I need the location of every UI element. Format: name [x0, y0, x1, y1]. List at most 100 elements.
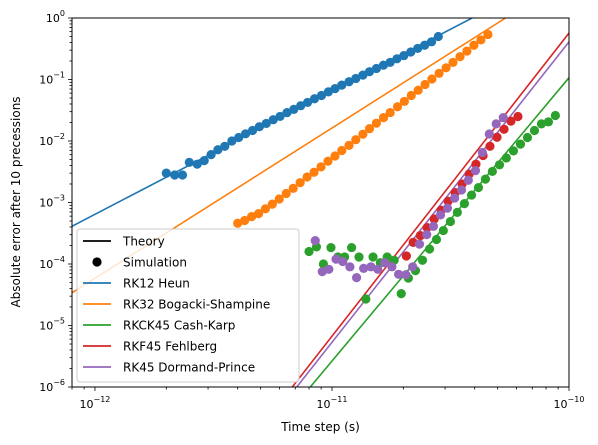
simulation-point	[316, 162, 326, 172]
x-tick-label: 10−11	[317, 395, 348, 411]
y-tick-label: 10−6	[39, 378, 65, 394]
simulation-point	[330, 151, 340, 161]
simulation-point	[261, 118, 271, 129]
simulation-point	[445, 216, 456, 227]
simulation-point	[420, 79, 430, 90]
simulation-point	[254, 122, 264, 132]
simulation-point	[345, 262, 355, 272]
simulation-point	[247, 211, 257, 222]
simulation-point	[364, 67, 375, 77]
simulation-point	[543, 117, 554, 127]
simulation-point	[260, 204, 271, 214]
simulation-point	[344, 140, 354, 150]
legend-label: RKCK45 Cash-Karp	[123, 319, 235, 333]
axes: 10−12 10−11 10−10 10−6 10−5 10−4 10−3 10−2 10−1 1…	[39, 9, 584, 411]
simulation-point	[330, 84, 340, 94]
simulation-point	[406, 47, 416, 57]
simulation-point	[459, 198, 470, 209]
y-tick-label: 10−5	[39, 317, 65, 333]
legend-label: Simulation	[123, 256, 187, 270]
simulation-point	[469, 40, 479, 50]
x-tick-label: 10−12	[80, 395, 111, 411]
simulation-point	[417, 255, 428, 265]
simulation-point	[452, 207, 462, 218]
simulation-point	[281, 188, 291, 199]
simulation-point	[373, 264, 383, 274]
simulation-point	[470, 166, 481, 176]
simulation-point	[513, 111, 523, 122]
simulation-point	[399, 96, 409, 107]
y-tick-label: 10−3	[39, 194, 65, 210]
x-tick-label: 10−10	[554, 395, 585, 411]
simulation-point	[364, 124, 375, 134]
simulation-point	[501, 153, 511, 163]
simulation-point	[361, 294, 371, 304]
simulation-point	[274, 194, 284, 204]
simulation-point	[170, 170, 180, 180]
legend-label: RK45 Dormand-Prince	[123, 361, 255, 375]
simulation-point	[487, 166, 497, 177]
simulation-point	[351, 73, 361, 84]
simulation-point	[247, 125, 258, 136]
simulation-point	[359, 263, 369, 273]
simulation-point	[371, 63, 382, 74]
simulation-point	[199, 156, 209, 166]
simulation-point	[275, 111, 285, 122]
simulation-point	[466, 190, 477, 200]
simulation-point	[448, 57, 458, 67]
legend-label: Theory	[122, 235, 165, 249]
simulation-point	[385, 57, 395, 67]
simulation-point	[498, 113, 508, 123]
simulation-point	[420, 40, 430, 50]
simulation-point	[499, 124, 509, 134]
x-axis-label: Time step (s)	[280, 420, 360, 434]
simulation-point	[477, 147, 487, 158]
simulation-point	[494, 160, 505, 170]
legend-box	[76, 228, 300, 383]
simulation-point	[213, 145, 223, 155]
simulation-point	[310, 236, 320, 246]
simulation-point	[422, 230, 432, 240]
simulation-point	[347, 242, 357, 253]
legend-marker-swatch	[92, 257, 102, 267]
simulation-point	[550, 110, 560, 121]
simulation-point	[324, 264, 334, 274]
simulation-point	[326, 242, 336, 253]
simulation-point	[296, 101, 306, 111]
simulation-point	[492, 132, 502, 142]
simulation-point	[483, 29, 493, 40]
simulation-point	[426, 37, 437, 47]
simulation-point	[268, 115, 278, 125]
simulation-point	[408, 262, 418, 272]
simulation-point	[401, 270, 411, 280]
simulation-point	[515, 139, 526, 149]
simulation-point	[442, 203, 453, 213]
simulation-point	[337, 80, 347, 90]
simulation-point	[233, 218, 243, 228]
simulation-point	[413, 43, 423, 54]
simulation-point	[351, 273, 362, 283]
simulation-point	[484, 129, 494, 139]
theory-line-4	[296, 41, 569, 387]
simulation-point	[435, 210, 446, 220]
simulation-point	[385, 107, 395, 118]
simulation-point	[438, 225, 448, 236]
simulation-point	[485, 141, 495, 151]
simulation-point	[406, 90, 416, 101]
simulation-point	[302, 172, 312, 182]
simulation-point	[177, 170, 188, 180]
simulation-point	[240, 129, 251, 139]
simulation-point	[380, 258, 390, 268]
simulation-point	[399, 50, 409, 61]
simulation-point	[184, 157, 194, 167]
simulation-point	[491, 119, 501, 129]
simulation-point	[234, 132, 244, 143]
simulation-point	[463, 175, 473, 185]
legend-label: RKF45 Fehlberg	[123, 340, 217, 354]
simulation-point	[267, 199, 277, 209]
simulation-point	[288, 183, 298, 193]
simulation-point	[309, 167, 319, 177]
simulation-point	[433, 31, 443, 42]
simulation-point	[295, 178, 305, 188]
simulation-point	[351, 135, 361, 145]
